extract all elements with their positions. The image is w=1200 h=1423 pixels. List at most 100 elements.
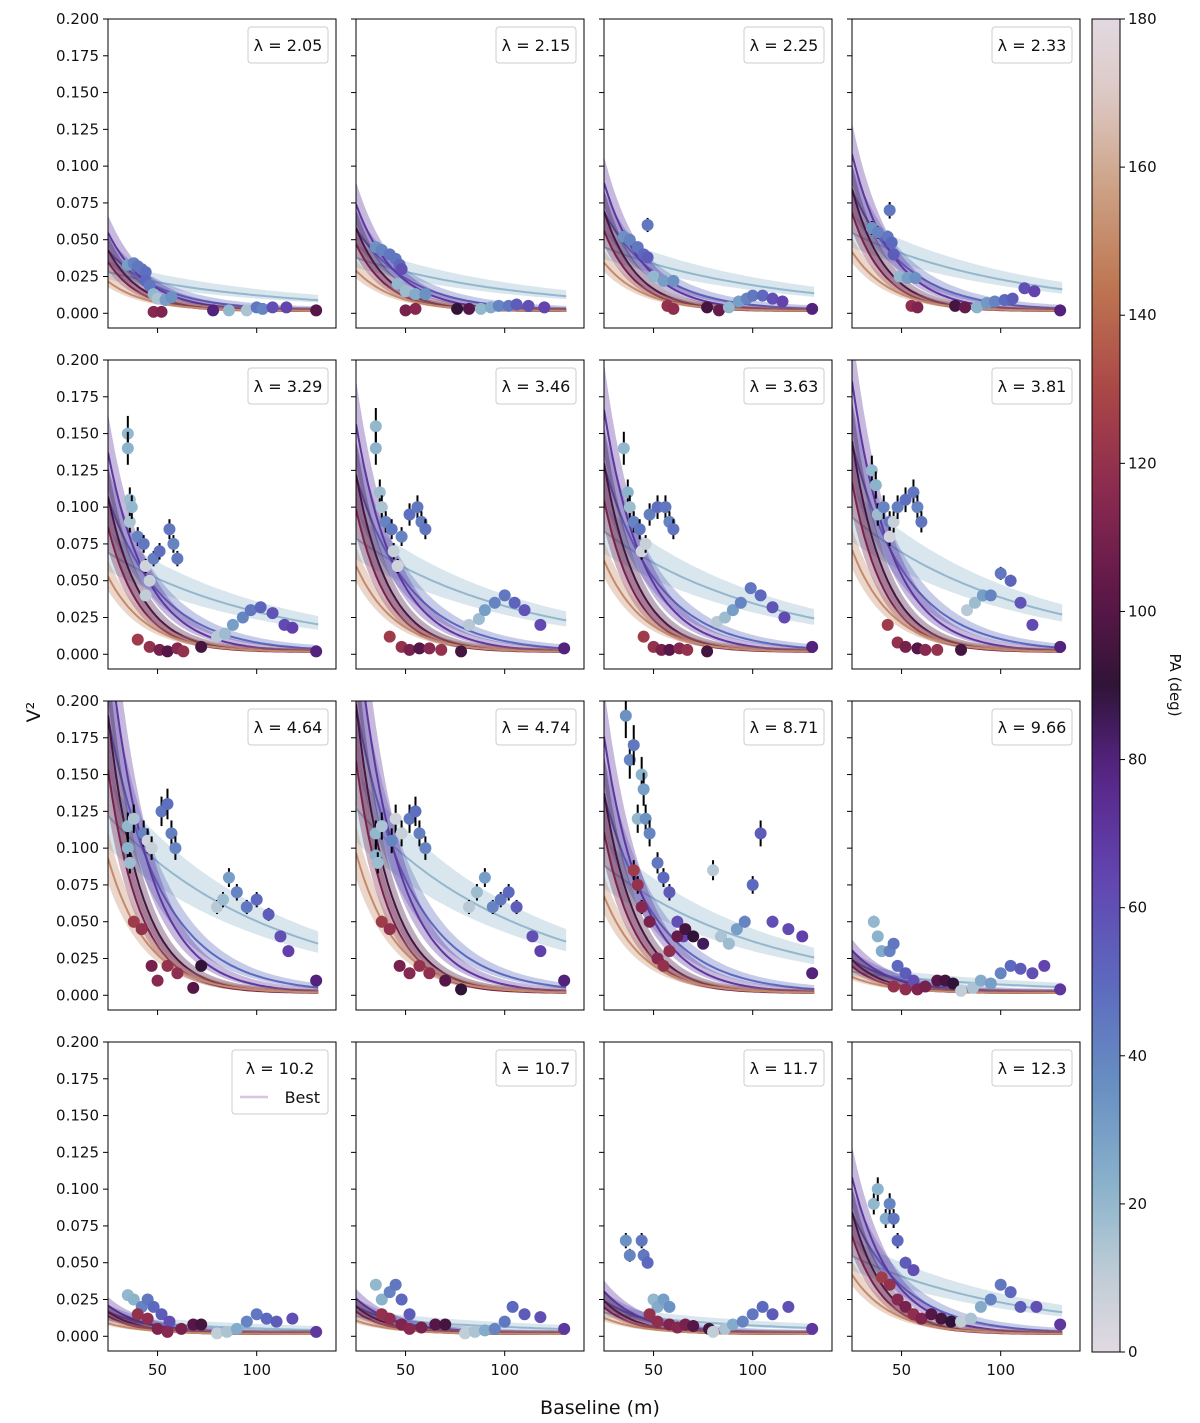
model-band [604,250,815,312]
data-point [1054,640,1067,653]
data-point [707,1325,720,1338]
model-band [356,701,567,989]
data-point [145,842,158,855]
data-point [955,984,968,997]
data-point [643,915,656,928]
data-point [657,871,670,884]
data-point [383,923,396,936]
model-band [852,489,1063,622]
data-point [383,1312,396,1325]
data-point [534,1311,547,1324]
data-point [310,645,323,658]
data-point [169,842,182,855]
data-point [643,508,656,521]
data-point [240,1315,253,1328]
panel-frame [355,1041,585,1352]
data-point [506,1300,519,1313]
data-point [498,1315,511,1328]
data-point [280,301,293,314]
data-point [974,1300,987,1313]
data-point [994,1278,1007,1291]
label-box [495,1049,577,1087]
colorbar-tick-label: 140 [1128,306,1157,324]
data-point [399,304,412,317]
data-point [143,574,156,587]
label-box [991,1049,1073,1087]
plot-area [604,1232,819,1338]
model-band [604,1311,815,1335]
model-band [852,215,1063,294]
wavelength-label: λ = 3.63 [750,377,819,396]
data-point [123,856,136,869]
data-point [429,1318,442,1331]
y-tick-label: 0.150 [56,84,99,102]
plot-area [356,701,571,996]
data-point [1004,1286,1017,1299]
data-point [393,959,406,972]
y-tick-label: 0.025 [56,950,99,968]
data-point [139,266,152,279]
data-point [195,1318,208,1331]
data-point [883,1278,896,1291]
data-point [147,1300,160,1313]
wavelength-label: λ = 2.15 [502,36,571,55]
y-tick-label: 0.000 [56,304,99,322]
y-tick-label: 0.075 [56,1217,99,1235]
colorbar-tick-label: 180 [1128,10,1157,28]
data-point [915,1312,928,1325]
x-tick-label: 100 [738,1361,767,1379]
data-point [435,643,448,656]
data-point [141,1312,154,1325]
model-band [852,527,1063,653]
data-point [151,974,164,987]
label-box [247,708,329,746]
data-point [161,959,174,972]
data-point [877,501,890,514]
y-tick-label: 0.100 [56,498,99,516]
wavelength-label: λ = 11.7 [750,1059,819,1078]
data-point [123,515,136,528]
y-axis-title: V² [23,702,45,723]
colorbar-label: PA (deg) [1166,653,1184,716]
data-point [371,856,384,869]
data-point [256,302,269,315]
data-point [211,1327,224,1340]
x-tick-label: 50 [396,1361,415,1379]
data-point [911,301,924,314]
panel-frame [603,1041,833,1352]
data-point [679,923,692,936]
wavelength-label: λ = 2.25 [750,36,819,55]
y-tick-label: 0.125 [56,461,99,479]
data-point [766,1308,779,1321]
data-point [1054,304,1067,317]
plot-area [356,379,571,658]
data-point [455,645,468,658]
data-point [459,1327,472,1340]
y-tick-label: 0.175 [56,388,99,406]
colorbar-tick-label: 160 [1128,158,1157,176]
data-point [657,274,670,287]
data-point [254,601,267,614]
model-band [356,440,567,650]
model-curve [852,1274,1063,1335]
data-point [1026,967,1039,980]
data-point [478,604,491,617]
y-tick-label: 0.175 [56,729,99,747]
data-point [455,983,468,996]
plot-area [108,215,323,318]
panel-frame [355,359,585,670]
data-point [746,878,759,891]
data-point [488,596,501,609]
wavelength-label: λ = 2.33 [998,36,1067,55]
data-point [534,618,547,631]
data-point [534,945,547,958]
data-point [375,820,388,833]
model-band [852,1260,1063,1335]
data-point [153,545,166,558]
data-point [970,301,983,314]
data-point [220,1325,233,1338]
x-tick-label: 100 [490,1361,519,1379]
colorbar-gradient [1091,18,1121,1353]
data-point [949,299,962,312]
plot-area [852,915,1067,997]
